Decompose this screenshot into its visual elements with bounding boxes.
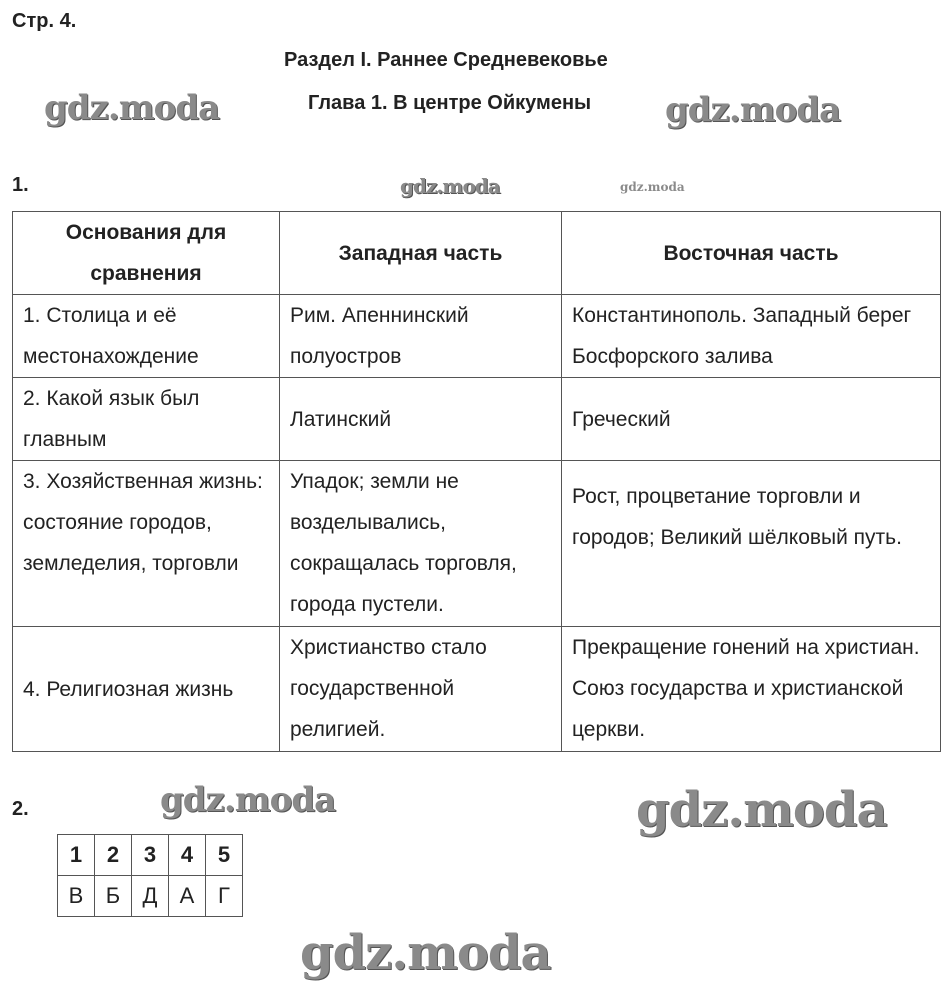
- table-cell: Рост, процветание торговли и городов; Ве…: [561, 460, 941, 627]
- watermark-logo: gdz.moda: [665, 90, 841, 130]
- table-row: 1. Столица и её местонахождение Рим. Апе…: [12, 294, 941, 378]
- table-row: 2. Какой язык был главным Латинский Греч…: [12, 377, 941, 461]
- table-cell: 1. Столица и её местонахождение: [12, 294, 280, 378]
- watermark-logo: gdz.moda: [160, 780, 336, 820]
- table-cell: 3. Хозяйственная жизнь: состояние городо…: [12, 460, 280, 627]
- header-cell: Западная часть: [279, 211, 562, 295]
- task1-number: 1.: [12, 174, 29, 196]
- table-row: 4. Религиозная жизнь Христианство стало …: [12, 626, 941, 752]
- comparison-table: Основания для сравнения Западная часть В…: [12, 211, 941, 752]
- header-cell: Восточная часть: [561, 211, 941, 295]
- answer-letter: Г: [205, 875, 243, 917]
- chapter-title: Глава 1. В центре Ойкумены: [308, 92, 592, 114]
- header-cell: Основания для сравнения: [12, 211, 280, 295]
- table-header-row: Основания для сравнения Западная часть В…: [12, 211, 941, 295]
- page-label: Стр. 4.: [12, 10, 77, 32]
- task2-number: 2.: [12, 798, 29, 820]
- table-cell: Прекращение гонений на христиан. Союз го…: [561, 626, 941, 752]
- answer-letter: В: [57, 875, 95, 917]
- table-cell: Рим. Апеннинский полуостров: [279, 294, 562, 378]
- table-cell: 4. Религиозная жизнь: [12, 626, 280, 752]
- table-cell: Греческий: [561, 377, 941, 461]
- answer-number: 2: [94, 834, 132, 876]
- answer-number: 3: [131, 834, 169, 876]
- answer-letter: Б: [94, 875, 132, 917]
- table-cell: 2. Какой язык был главным: [12, 377, 280, 461]
- watermark-logo: gdz.moda: [400, 174, 501, 198]
- answer-number: 1: [57, 834, 95, 876]
- table-row: 3. Хозяйственная жизнь: состояние городо…: [12, 460, 941, 627]
- section-title: Раздел I. Раннее Средневековье: [284, 49, 608, 71]
- answer-number: 4: [168, 834, 206, 876]
- table-cell: Христианство стало государственной религ…: [279, 626, 562, 752]
- watermark-logo: gdz.moda: [44, 88, 220, 128]
- answer-letter-row: В Б Д А Г: [57, 875, 243, 917]
- table-cell: Упадок; земли не возделывались, сокращал…: [279, 460, 562, 627]
- table-cell: Константинополь. Западный берег Босфорск…: [561, 294, 941, 378]
- watermark-logo: gdz.moda: [620, 180, 685, 194]
- watermark-logo: gdz.moda: [636, 782, 888, 838]
- table-cell: Латинский: [279, 377, 562, 461]
- answer-letter: Д: [131, 875, 169, 917]
- answer-letter: А: [168, 875, 206, 917]
- watermark-logo: gdz.moda: [300, 925, 552, 981]
- answer-table: 1 2 3 4 5 В Б Д А Г: [57, 834, 243, 917]
- answer-number-row: 1 2 3 4 5: [57, 834, 243, 876]
- answer-number: 5: [205, 834, 243, 876]
